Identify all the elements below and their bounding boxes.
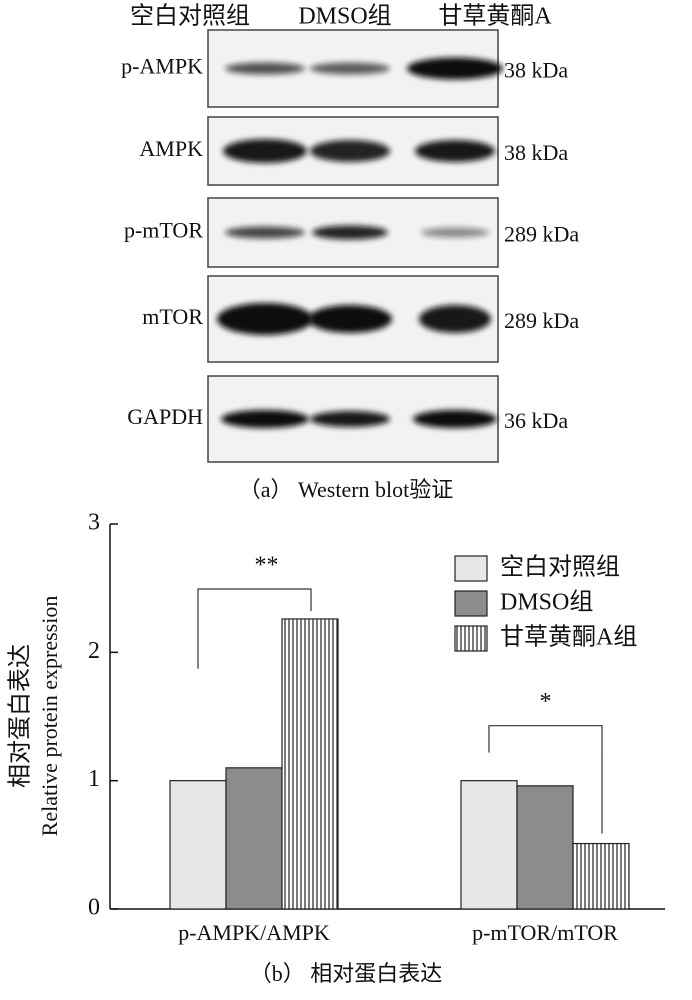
y-axis-label: 相对蛋白表达: [7, 644, 34, 788]
band: [225, 62, 305, 75]
size-label: 289 kDa: [504, 308, 579, 333]
significance-label: *: [540, 689, 552, 715]
band: [223, 139, 307, 163]
band: [312, 225, 388, 240]
band: [413, 410, 497, 428]
y-tick-label: 0: [88, 895, 100, 921]
caption-a: （a） Western blot验证: [239, 477, 454, 502]
lane-label: 空白对照组: [130, 3, 250, 30]
legend-swatch: [454, 555, 488, 582]
band: [310, 62, 390, 75]
row-label: p-AMPK: [121, 54, 203, 79]
y-tick-label: 1: [88, 766, 100, 792]
bar: [225, 767, 283, 910]
band: [225, 226, 305, 239]
band: [221, 410, 309, 428]
y-tick-label: 3: [88, 510, 100, 536]
row-label: p-mTOR: [124, 218, 203, 243]
band: [310, 411, 390, 427]
size-label: 38 kDa: [504, 58, 568, 83]
size-label: 289 kDa: [504, 222, 579, 247]
bar: [516, 785, 574, 910]
y-tick-label: 2: [88, 638, 100, 664]
bar-chart: 0 1 2 3 相对蛋白表达 Relative protein expression p-A…: [7, 510, 665, 945]
significance-label: **: [255, 552, 279, 578]
legend-swatch: [454, 625, 488, 652]
band: [308, 305, 392, 333]
x-tick-label: p-AMPK/AMPK: [178, 920, 330, 945]
caption-b: （b） 相对蛋白表达: [250, 961, 443, 986]
band: [217, 303, 313, 335]
band: [415, 140, 495, 162]
row-label: GAPDH: [127, 404, 203, 429]
bar: [169, 780, 227, 910]
size-label: 38 kDa: [504, 140, 568, 165]
row-label: AMPK: [139, 136, 203, 161]
lane-label: DMSO组: [298, 3, 391, 30]
significance-bracket: [197, 588, 312, 669]
legend-label: 空白对照组: [500, 554, 620, 581]
significance-bracket: [488, 725, 603, 834]
western-blot: 空白对照组 DMSO组 甘草黄酮A p-AMPK 38 kDa AMPK 38 kDa p-m…: [121, 3, 579, 463]
band: [310, 140, 390, 162]
bar: [460, 780, 518, 910]
lane-label: 甘草黄酮A: [438, 3, 552, 30]
legend-label: 甘草黄酮A组: [500, 624, 637, 651]
legend-swatch: [454, 590, 488, 617]
band: [407, 57, 503, 80]
bar: [281, 618, 339, 910]
bar: [572, 842, 630, 910]
x-tick-label: p-mTOR/mTOR: [472, 920, 618, 945]
legend-label: DMSO组: [500, 589, 593, 616]
band: [421, 227, 489, 238]
band: [419, 305, 491, 333]
row-label: mTOR: [142, 304, 203, 329]
y-axis-label: Relative protein expression: [37, 596, 62, 837]
size-label: 36 kDa: [504, 408, 568, 433]
